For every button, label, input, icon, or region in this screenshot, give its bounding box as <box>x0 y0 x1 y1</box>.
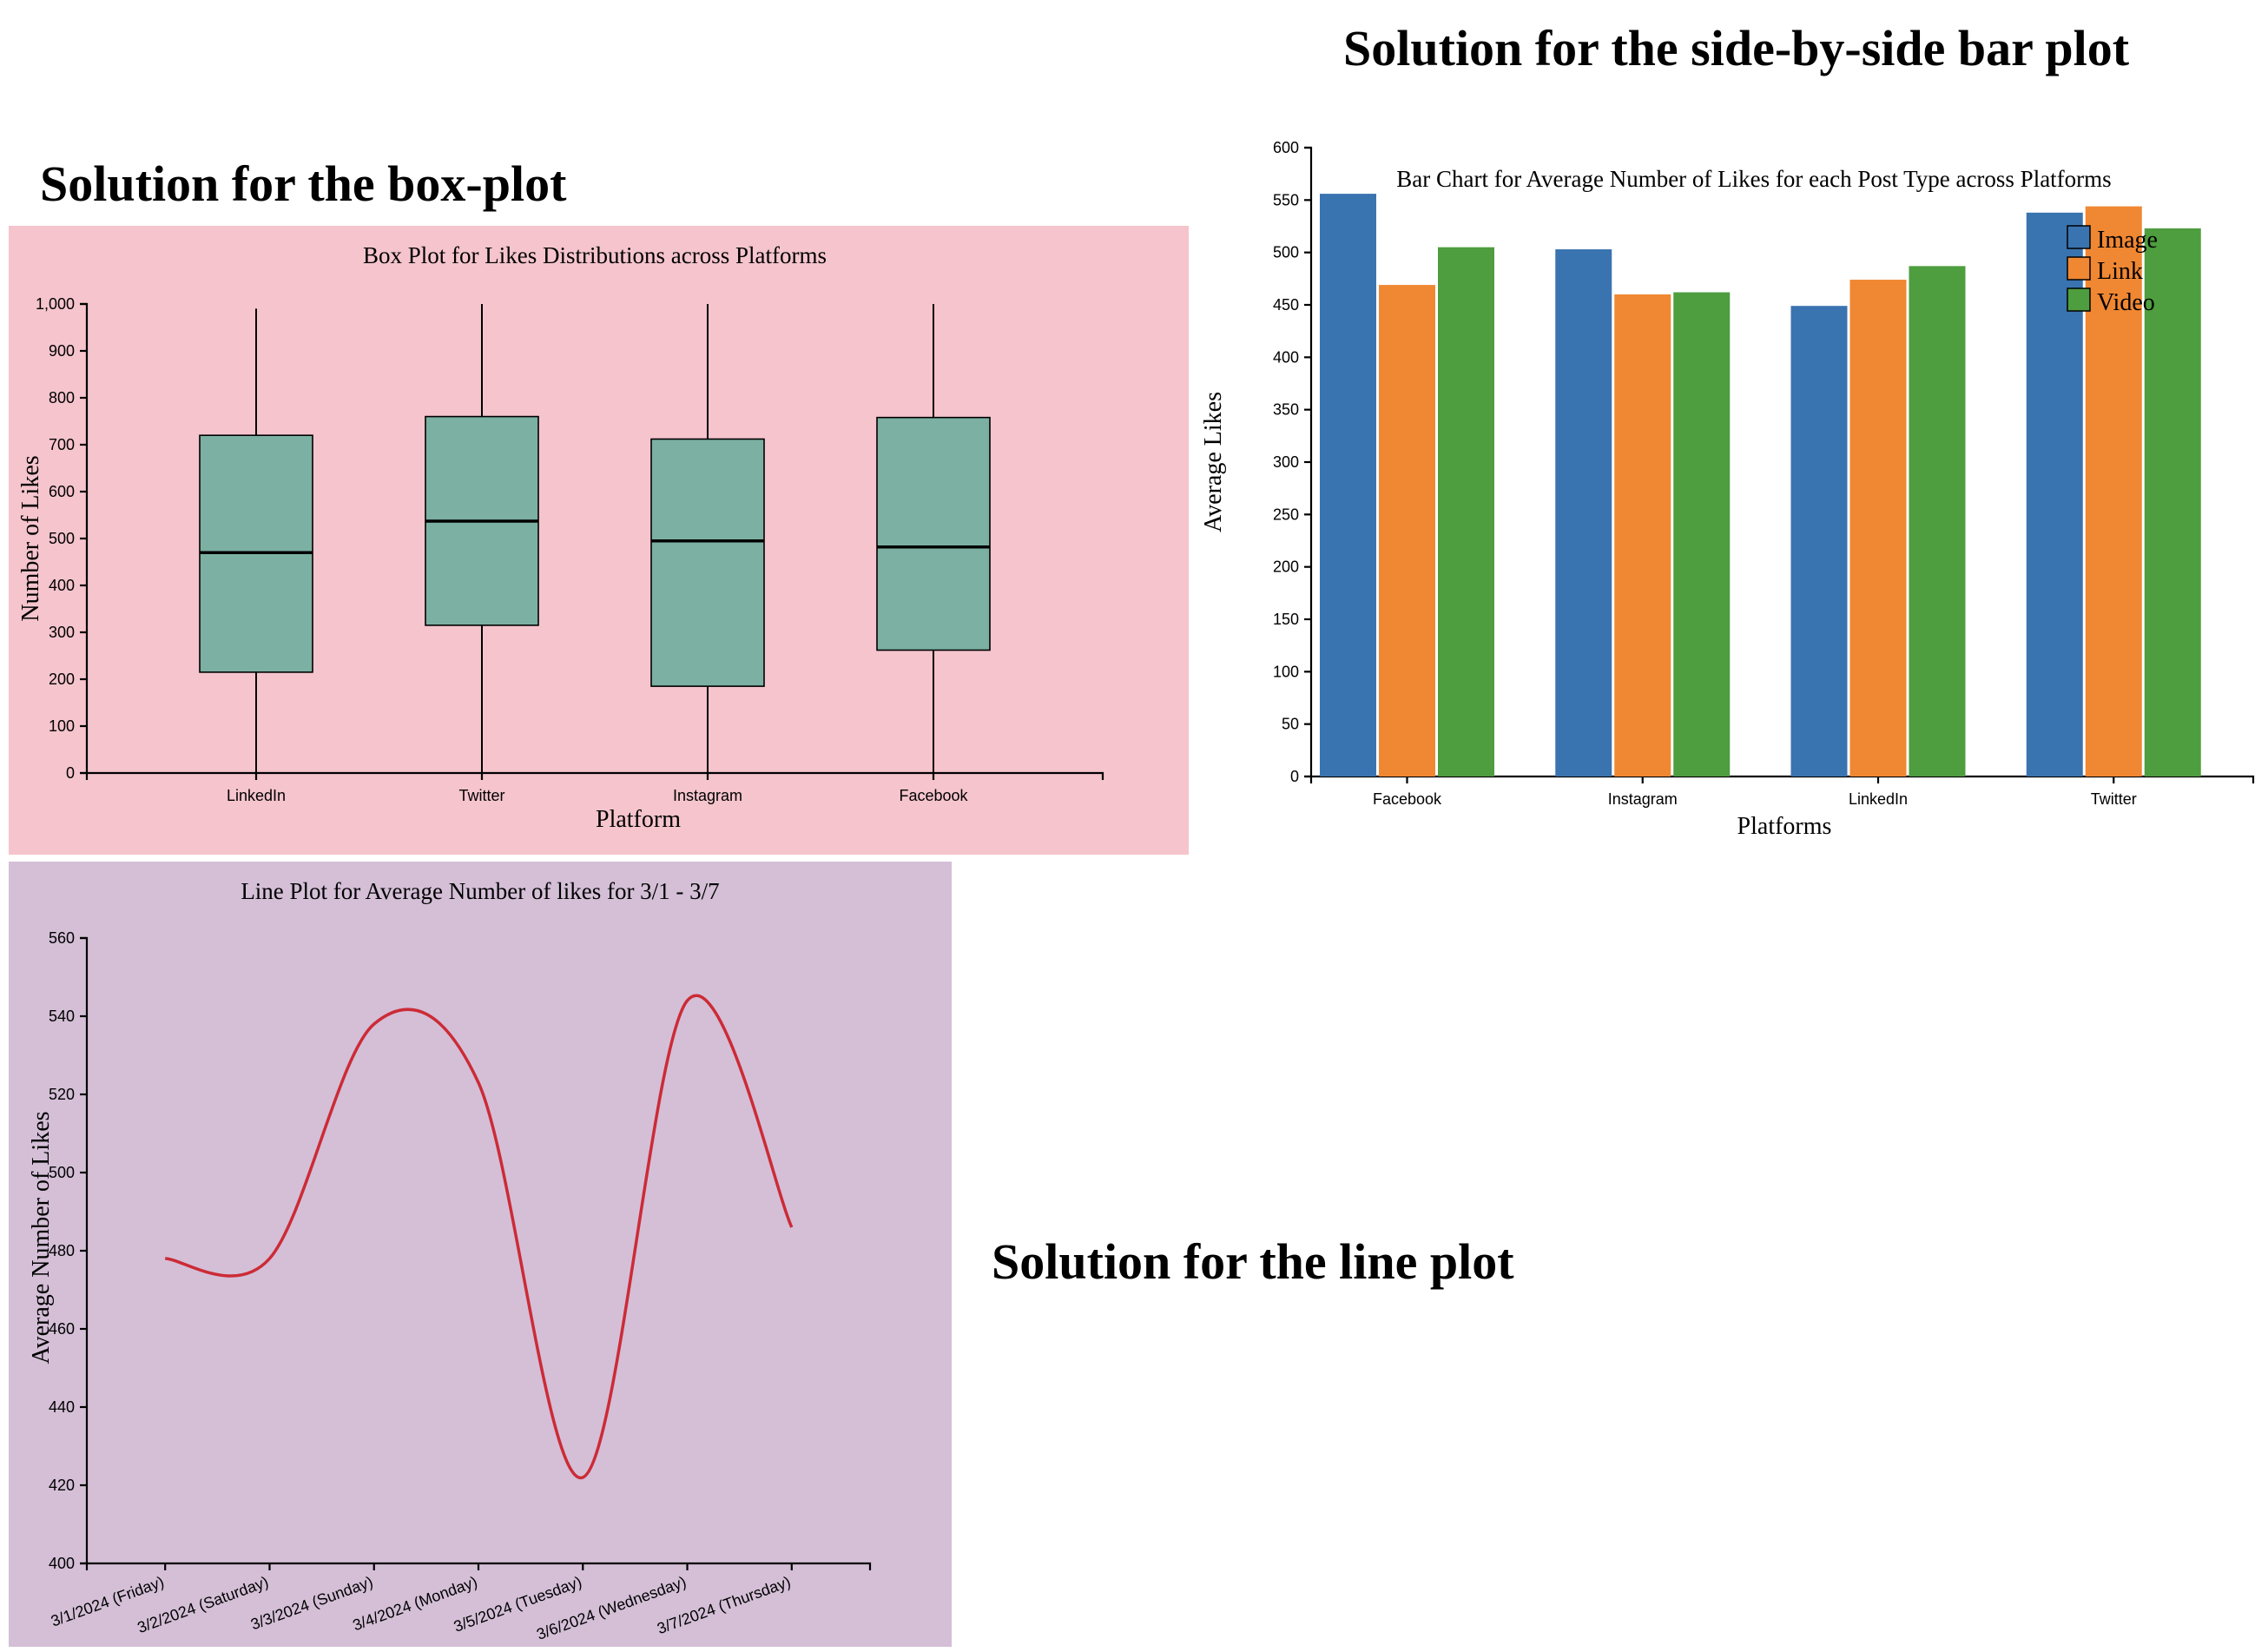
y-tick-label: 0 <box>66 764 75 782</box>
y-tick-label: 550 <box>1273 191 1299 208</box>
bar-linkedin-video <box>1909 266 1966 776</box>
legend-label: Link <box>2097 258 2143 285</box>
box-plot-panel: Box Plot for Likes Distributions across … <box>9 226 1189 855</box>
y-tick-label: 50 <box>1282 716 1299 733</box>
chart-title: Bar Chart for Average Number of Likes fo… <box>1396 166 2111 192</box>
x-axis-line <box>1309 775 2255 783</box>
y-tick-label: 100 <box>1273 663 1299 680</box>
bar-linkedin-image <box>1790 306 1848 776</box>
box-plot-chart: Box Plot for Likes Distributions across … <box>17 242 1104 833</box>
bar-facebook-image <box>1320 194 1376 776</box>
legend-swatch-image <box>2067 225 2091 249</box>
y-tick-label: 600 <box>49 483 75 500</box>
y-tick-label: 500 <box>49 1164 75 1181</box>
bar-facebook-link <box>1379 285 1435 776</box>
y-tick-label: 1,000 <box>36 295 75 313</box>
y-tick-label: 600 <box>1273 139 1299 156</box>
y-tick-label: 300 <box>49 624 75 641</box>
bar-instagram-video <box>1673 292 1731 776</box>
legend-swatch-video <box>2067 287 2091 312</box>
y-tick-label: 400 <box>1273 348 1299 366</box>
chart-title: Line Plot for Average Number of likes fo… <box>241 878 719 904</box>
x-tick-label: LinkedIn <box>227 787 286 804</box>
box-plot-heading: Solution for the box-plot <box>40 155 567 212</box>
y-tick-label: 200 <box>1273 558 1299 576</box>
box-instagram <box>650 438 765 687</box>
x-tick-label: Facebook <box>1373 790 1442 808</box>
line-plot-panel: Line Plot for Average Number of likes fo… <box>9 862 952 1647</box>
y-tick-label: 800 <box>49 389 75 406</box>
y-axis-label: Number of Likes <box>17 455 44 621</box>
y-tick-label: 500 <box>1273 244 1299 261</box>
y-tick-label: 520 <box>49 1086 75 1103</box>
bar-facebook-video <box>1438 247 1494 777</box>
y-tick-label: 400 <box>49 1555 75 1572</box>
bar-instagram-image <box>1555 249 1612 777</box>
y-tick-label: 150 <box>1273 611 1299 628</box>
y-tick-label: 560 <box>49 929 75 947</box>
y-tick-label: 400 <box>49 577 75 594</box>
chart-title: Box Plot for Likes Distributions across … <box>363 242 827 268</box>
x-tick-label: Instagram <box>673 787 742 804</box>
y-tick-label: 540 <box>49 1008 75 1025</box>
y-tick-label: 250 <box>1273 506 1299 523</box>
y-tick-label: 300 <box>1273 453 1299 471</box>
bar-plot-panel: 0 50 100 150 200 250 300 350 400 450 500 550 600 Face… <box>1190 113 2268 877</box>
bar-linkedin-link <box>1849 280 1907 776</box>
y-tick-label: 460 <box>49 1320 75 1338</box>
x-axis-line <box>85 771 1104 780</box>
legend-label: Image <box>2097 227 2158 254</box>
box-facebook <box>876 416 991 651</box>
y-tick-label: 420 <box>49 1477 75 1494</box>
y-tick-label: 700 <box>49 436 75 453</box>
y-axis-label: Average Likes <box>1200 392 1227 532</box>
x-axis-label: Platforms <box>1737 813 1832 840</box>
y-tick-label: 500 <box>49 530 75 547</box>
likes-line-series <box>165 994 794 1479</box>
x-tick-label: Twitter <box>2091 790 2137 808</box>
bar-twitter-link <box>2085 206 2142 776</box>
line-plot-heading: Solution for the line plot <box>992 1233 1514 1290</box>
bar-plot-heading: Solution for the side-by-side bar plot <box>1343 20 2130 76</box>
x-tick-label: Instagram <box>1608 790 1678 808</box>
y-tick-label: 450 <box>1273 296 1299 314</box>
legend-swatch-link <box>2067 256 2091 281</box>
bar-plot-chart: 0 50 100 150 200 250 300 350 400 450 500 550 600 Face… <box>1200 139 2255 840</box>
y-tick-label: 100 <box>49 717 75 735</box>
bar-twitter-video <box>2144 228 2201 776</box>
y-tick-label: 480 <box>49 1242 75 1259</box>
y-tick-label: 0 <box>1290 768 1299 785</box>
y-tick-label: 440 <box>49 1398 75 1416</box>
y-tick-label: 900 <box>49 342 75 360</box>
line-plot-chart: Line Plot for Average Number of likes fo… <box>28 878 872 1643</box>
x-axis-label: Platform <box>596 806 681 833</box>
x-tick-label: Twitter <box>458 787 504 804</box>
bar-instagram-link <box>1614 294 1671 776</box>
y-tick-label: 200 <box>49 671 75 688</box>
x-tick-label: LinkedIn <box>1849 790 1908 808</box>
x-tick-label: Facebook <box>899 787 968 804</box>
legend-label: Video <box>2097 289 2155 316</box>
y-axis-label: Average Number of Likes <box>28 1111 55 1364</box>
y-tick-label: 350 <box>1273 401 1299 419</box>
